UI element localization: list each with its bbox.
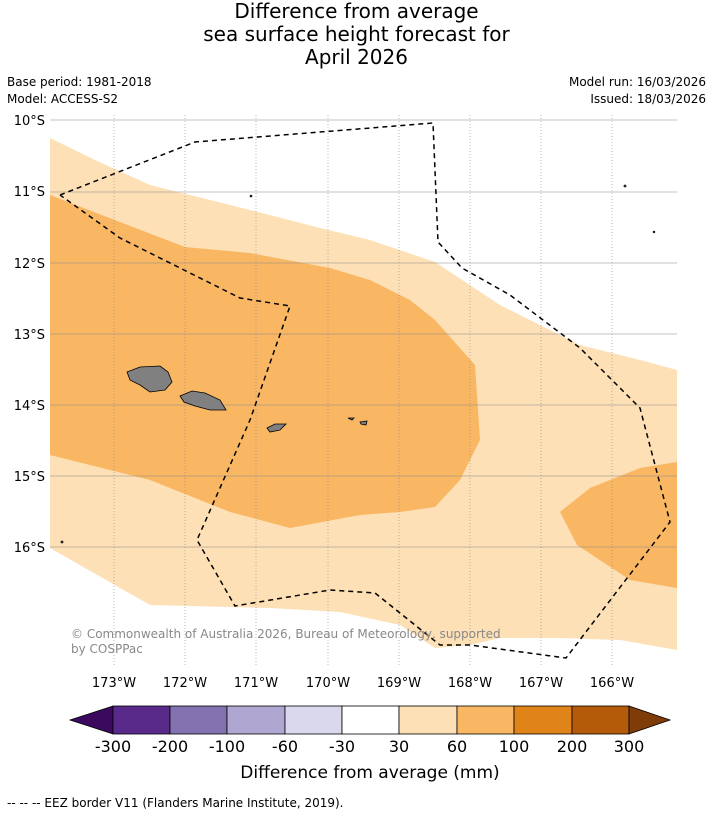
lon-label: 171°W <box>234 676 278 691</box>
colorbar-tick: -60 <box>272 737 298 756</box>
colorbar-label: Difference from average (mm) <box>240 763 499 783</box>
issued-date: Issued: 18/03/2026 <box>590 92 706 106</box>
lat-label: 13°S <box>14 328 45 343</box>
colorbar-tick: 100 <box>499 737 530 756</box>
base-period: Base period: 1981-2018 <box>7 75 152 89</box>
grid-lines <box>50 115 677 665</box>
title-line-3: April 2026 <box>305 45 408 69</box>
island-tau <box>359 420 368 426</box>
colorbar-tick: -30 <box>329 737 355 756</box>
colorbar-extend-high <box>628 705 672 735</box>
lon-label: 167°W <box>519 676 563 691</box>
title-line-2: sea surface height forecast for <box>203 22 510 46</box>
anomaly-band-60-100-east <box>560 462 677 588</box>
colorbar-tick: 200 <box>557 737 588 756</box>
island-tiny-north <box>249 194 253 198</box>
island-tiny-west <box>60 540 64 544</box>
colorbar-tick: 30 <box>389 737 409 756</box>
colorbar-swatch <box>398 705 458 735</box>
lon-label: 168°W <box>448 676 492 691</box>
colorbar-ticks: -300 -200 -100 -60 -30 30 60 100 200 300 <box>95 737 644 756</box>
colorbar <box>68 705 672 735</box>
eez-legend-note: -- -- -- EEZ border V11 (Flanders Marine… <box>7 796 344 810</box>
colorbar-extend-low <box>68 705 114 735</box>
lon-label: 170°W <box>306 676 350 691</box>
island-tiny-ne-2 <box>652 230 656 234</box>
island-tiny-ne-1 <box>623 184 627 188</box>
lon-label: 169°W <box>377 676 421 691</box>
copyright: © Commonwealth of Australia 2026, Bureau… <box>71 627 501 656</box>
island-tutuila <box>266 423 287 433</box>
colorbar-swatch <box>226 705 286 735</box>
colorbar-swatch <box>456 705 515 735</box>
colorbar-swatch <box>284 705 343 735</box>
lon-labels: 173°W 172°W 171°W 170°W 169°W 168°W 167°… <box>92 676 634 691</box>
island-upolu <box>179 390 227 411</box>
anomaly-band-60-100-west <box>50 195 480 528</box>
copyright-line-2: by COSPPac <box>71 642 143 656</box>
meta-right: Model run: 16/03/2026 Issued: 18/03/2026 <box>569 74 706 108</box>
colorbar-tick: -300 <box>95 737 131 756</box>
colorbar-swatch <box>513 705 573 735</box>
colorbar-swatch <box>169 705 228 735</box>
model-name: Model: ACCESS-S2 <box>7 92 119 106</box>
meta-left: Base period: 1981-2018 Model: ACCESS-S2 <box>7 74 152 108</box>
lat-label: 14°S <box>14 399 45 414</box>
lat-label: 16°S <box>14 541 45 556</box>
colorbar-tick: 300 <box>614 737 645 756</box>
colorbar-tick: -200 <box>152 737 188 756</box>
island-savaii <box>126 365 173 393</box>
colorbar-swatch <box>341 705 400 735</box>
islands <box>60 184 656 544</box>
colorbar-swatch <box>571 705 630 735</box>
lon-label: 172°W <box>163 676 207 691</box>
island-ofu <box>347 417 355 421</box>
lat-label: 11°S <box>14 185 45 200</box>
lat-label: 12°S <box>14 257 45 272</box>
colorbar-tick: 60 <box>447 737 467 756</box>
title-line-1: Difference from average <box>234 0 479 23</box>
lat-labels: 10°S 11°S 12°S 13°S 14°S 15°S 16°S <box>14 114 45 556</box>
lon-label: 173°W <box>92 676 136 691</box>
copyright-line-1: © Commonwealth of Australia 2026, Bureau… <box>71 627 501 641</box>
model-run: Model run: 16/03/2026 <box>568 75 706 89</box>
colorbar-swatch <box>112 705 171 735</box>
lat-label: 15°S <box>14 470 45 485</box>
map-title: Difference from average sea surface heig… <box>0 0 713 69</box>
colorbar-tick: -100 <box>209 737 245 756</box>
lat-label: 10°S <box>14 114 45 129</box>
lon-label: 166°W <box>590 676 634 691</box>
